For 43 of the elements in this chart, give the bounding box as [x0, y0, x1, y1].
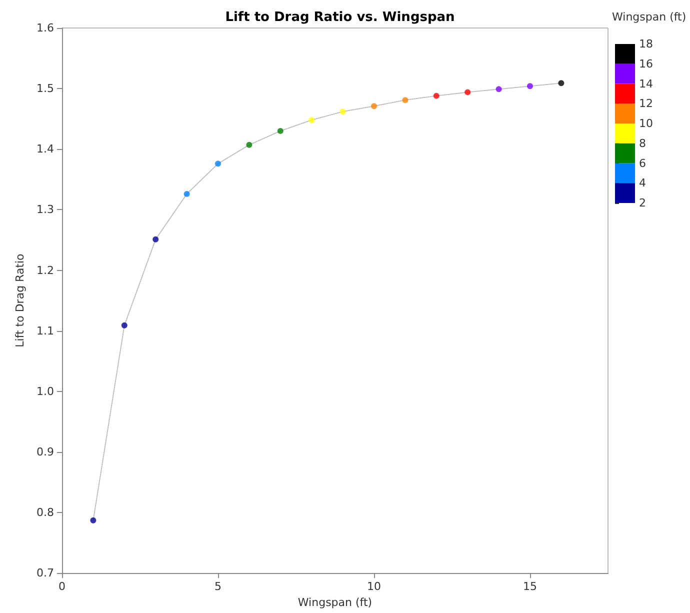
color-bar-label: 6 [639, 156, 646, 170]
point [121, 322, 128, 328]
color-bar-label: 14 [639, 77, 653, 90]
y-axis-title: Lift to Drag Ratio [14, 253, 27, 348]
point [371, 103, 377, 110]
chart-title: Lift to Drag Ratio vs. Wingspan [225, 10, 455, 25]
point [246, 142, 252, 148]
y-tick-label: 1.2 [36, 264, 54, 277]
x-tick-label: 0 [58, 580, 66, 594]
color-bar-label: 16 [639, 57, 653, 70]
y-tick-label: 1.6 [36, 22, 54, 34]
point [464, 89, 471, 96]
point [90, 517, 96, 524]
color-bar-label: 2 [639, 196, 646, 210]
color-bar-label: 8 [639, 136, 646, 150]
point [527, 83, 533, 90]
color-bar-label: 12 [639, 97, 653, 110]
color-bar-label: 4 [639, 176, 646, 190]
x-tick-label: 10 [367, 580, 381, 594]
y-tick-label: 0.8 [36, 506, 54, 520]
color-bar-label: 10 [639, 117, 653, 130]
y-tick-label: 1.1 [36, 324, 54, 338]
y-tick-label: 1.5 [36, 82, 54, 96]
y-tick-label: 0.9 [36, 445, 54, 458]
y-tick-label: 1.4 [36, 142, 54, 156]
x-tick-label: 15 [523, 580, 537, 594]
x-axis-title: Wingspan (ft) [298, 596, 372, 609]
point [402, 97, 408, 104]
x-tick-label: 5 [214, 580, 222, 594]
y-tick-label: 1.3 [36, 203, 54, 216]
point [558, 80, 564, 86]
point [184, 190, 190, 197]
point [433, 92, 440, 99]
color-bar-label: 18 [639, 38, 653, 50]
point [308, 117, 315, 124]
point [496, 86, 502, 92]
color-bar-title: Wingspan (ft) [612, 10, 686, 24]
point [277, 128, 284, 134]
y-tick-label: 1.0 [36, 384, 54, 398]
point [340, 108, 346, 115]
point [215, 160, 221, 167]
point [152, 236, 159, 242]
y-tick-label: 0.7 [36, 566, 54, 580]
